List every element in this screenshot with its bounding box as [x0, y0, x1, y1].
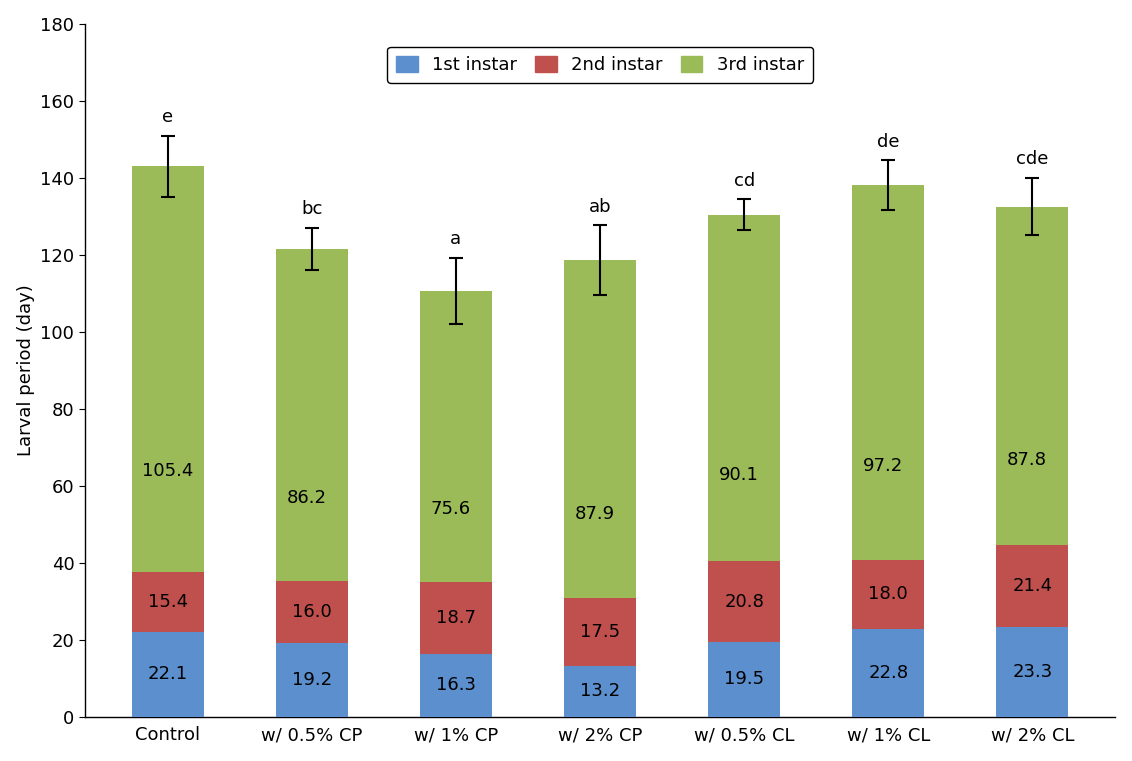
Text: 90.1: 90.1 — [719, 466, 758, 484]
Text: 16.3: 16.3 — [436, 677, 475, 694]
Text: 16.0: 16.0 — [292, 603, 332, 621]
Text: 18.0: 18.0 — [868, 585, 908, 603]
Text: 87.8: 87.8 — [1007, 451, 1047, 469]
Text: 13.2: 13.2 — [580, 682, 620, 700]
Bar — [420, 582, 492, 654]
Text: cde: cde — [1017, 150, 1048, 168]
Bar — [852, 559, 925, 629]
Legend: 1st instar, 2nd instar, 3rd instar: 1st instar, 2nd instar, 3rd instar — [387, 46, 813, 83]
Text: 86.2: 86.2 — [286, 489, 326, 507]
Bar — [709, 562, 780, 642]
Bar — [420, 291, 492, 582]
Bar — [276, 581, 348, 643]
Bar — [564, 666, 636, 717]
Bar — [420, 654, 492, 717]
Bar — [276, 643, 348, 717]
Text: 19.5: 19.5 — [724, 670, 764, 688]
Text: a: a — [451, 231, 462, 249]
Text: 15.4: 15.4 — [147, 593, 188, 611]
Text: de: de — [877, 132, 900, 151]
Bar — [996, 545, 1069, 627]
Text: 17.5: 17.5 — [580, 623, 620, 641]
Text: e: e — [162, 108, 173, 126]
Text: 22.8: 22.8 — [868, 664, 908, 682]
Bar — [564, 260, 636, 598]
Text: 87.9: 87.9 — [575, 505, 615, 523]
Text: 105.4: 105.4 — [143, 462, 194, 479]
Text: 19.2: 19.2 — [292, 670, 332, 689]
Text: 97.2: 97.2 — [863, 457, 903, 475]
Bar — [131, 632, 204, 717]
Text: bc: bc — [301, 200, 323, 218]
Text: ab: ab — [589, 198, 611, 216]
Bar — [852, 629, 925, 717]
Text: 22.1: 22.1 — [147, 665, 188, 683]
Text: 21.4: 21.4 — [1012, 577, 1053, 595]
Bar — [276, 250, 348, 581]
Bar — [996, 627, 1069, 717]
Bar — [131, 167, 204, 572]
Bar — [852, 186, 925, 559]
Bar — [709, 215, 780, 562]
Bar — [996, 206, 1069, 545]
Bar — [709, 642, 780, 717]
Text: cd: cd — [734, 171, 755, 189]
Text: 18.7: 18.7 — [436, 609, 475, 627]
Bar — [564, 598, 636, 666]
Text: 75.6: 75.6 — [430, 500, 471, 518]
Bar — [131, 572, 204, 632]
Y-axis label: Larval period (day): Larval period (day) — [17, 285, 35, 456]
Text: 20.8: 20.8 — [724, 593, 764, 610]
Text: 23.3: 23.3 — [1012, 663, 1053, 681]
